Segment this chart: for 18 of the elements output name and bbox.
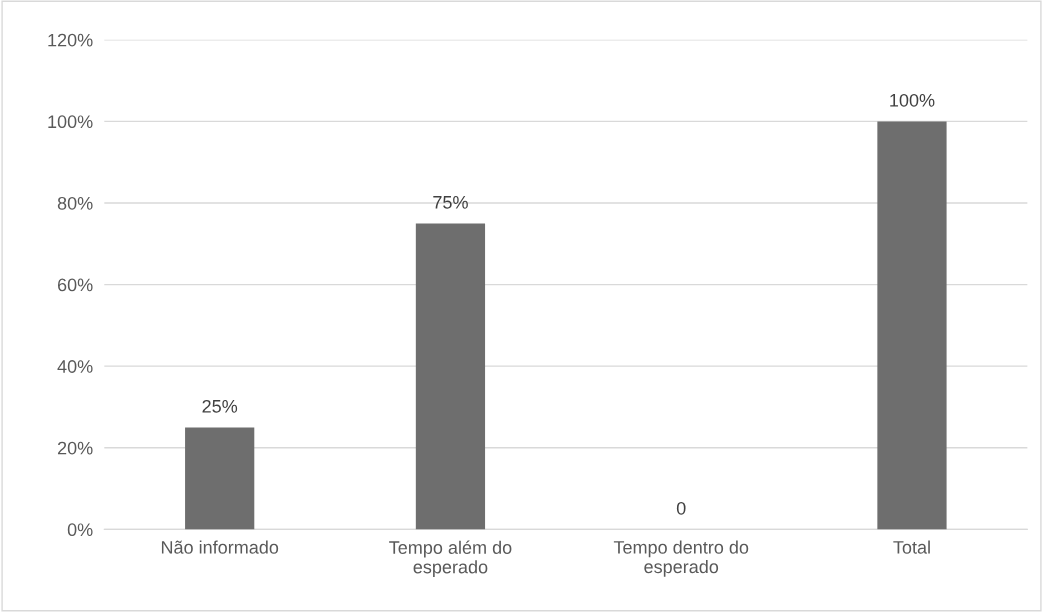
data-label: 0 (676, 501, 686, 515)
x-tick-label: Não informado (161, 540, 279, 554)
y-tick-label: 120% (48, 33, 93, 47)
bar (415, 223, 486, 530)
data-label: 100% (890, 93, 935, 107)
y-tick-label: 100% (48, 115, 93, 129)
data-label: 75% (433, 195, 468, 209)
y-tick-label: 0% (67, 523, 93, 537)
y-tick-label: 60% (57, 278, 93, 292)
x-tick-label: Tempo dentro do esperado (613, 540, 749, 577)
x-tick-label: Total (893, 540, 930, 554)
data-label: 25% (202, 399, 238, 413)
y-tick-label: 20% (57, 441, 93, 455)
bar (877, 121, 947, 530)
y-tick-label: 80% (57, 196, 93, 210)
bar (185, 427, 255, 530)
x-tick-label: Tempo além do esperado (389, 540, 512, 577)
y-tick-label: 40% (57, 360, 93, 373)
